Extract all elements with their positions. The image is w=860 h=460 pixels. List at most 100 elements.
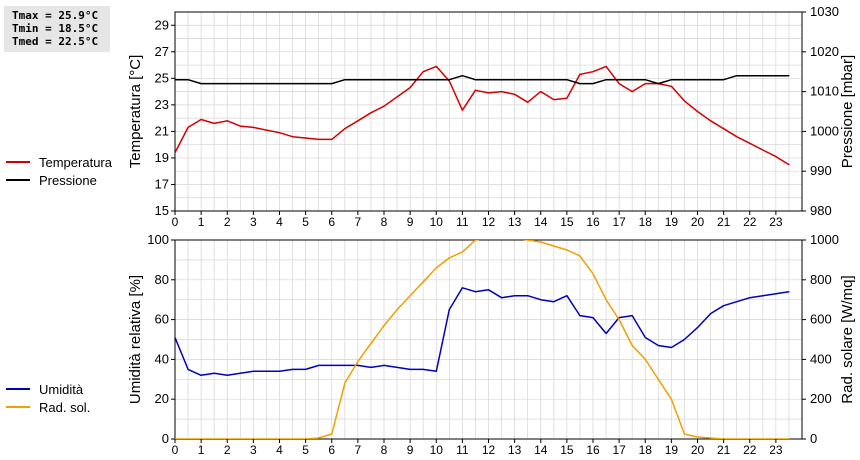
data-point xyxy=(631,315,633,317)
y-left-tick-label: 100 xyxy=(147,232,169,247)
data-point xyxy=(265,370,268,372)
data-point xyxy=(514,237,515,238)
data-point xyxy=(175,438,176,439)
legend-item-pressure: Pressione xyxy=(6,171,112,189)
data-point xyxy=(788,438,790,439)
x-tick-label: 18 xyxy=(639,215,653,229)
data-point xyxy=(788,75,790,77)
data-point xyxy=(396,79,398,81)
x-tick-label: 5 xyxy=(302,215,309,229)
data-point xyxy=(566,79,568,81)
data-point xyxy=(409,79,411,81)
data-point xyxy=(175,79,176,81)
data-point xyxy=(474,89,477,91)
data-point xyxy=(383,105,385,107)
series-line xyxy=(175,240,789,439)
data-point xyxy=(278,132,281,134)
data-point xyxy=(187,126,189,129)
data-point xyxy=(487,92,490,94)
data-point xyxy=(370,366,372,368)
data-point xyxy=(396,96,398,98)
x-tick-label: 12 xyxy=(482,443,496,457)
x-tick-label: 15 xyxy=(560,443,574,457)
data-point xyxy=(618,79,620,81)
data-point xyxy=(696,79,699,81)
data-point xyxy=(657,83,659,85)
x-tick-label: 22 xyxy=(743,215,757,229)
data-point xyxy=(579,83,581,85)
data-point xyxy=(775,293,777,295)
data-point xyxy=(670,346,672,349)
data-point xyxy=(670,85,672,87)
y-right-axis-label: Pressione [mbar] xyxy=(839,55,856,168)
data-point xyxy=(344,364,346,366)
data-point xyxy=(291,368,294,370)
legend-item-humidity: Umidità xyxy=(6,380,90,398)
data-point xyxy=(749,142,751,144)
data-point xyxy=(527,295,529,297)
y-right-tick-label: 1000 xyxy=(810,123,839,138)
data-point xyxy=(579,255,581,257)
x-tick-label: 14 xyxy=(534,215,548,229)
data-point xyxy=(448,79,450,81)
x-tick-label: 15 xyxy=(560,215,574,229)
data-point xyxy=(618,319,620,321)
x-tick-label: 11 xyxy=(456,215,469,229)
data-point xyxy=(331,364,333,366)
x-tick-label: 1 xyxy=(198,443,205,457)
series-umidit- xyxy=(175,287,790,377)
data-point xyxy=(527,240,529,241)
data-point xyxy=(239,372,241,374)
y-right-tick-label: 200 xyxy=(810,391,832,406)
y-left-tick-label: 15 xyxy=(155,203,169,218)
data-point xyxy=(213,372,215,374)
data-point xyxy=(474,79,477,81)
data-point xyxy=(187,79,189,81)
data-point xyxy=(723,128,725,130)
data-point xyxy=(213,83,215,85)
y-left-tick-label: 80 xyxy=(155,272,169,287)
data-point xyxy=(305,368,307,370)
y-left-axis-label: Temperatura [°C] xyxy=(127,55,144,169)
y-right-tick-label: 1030 xyxy=(810,4,839,19)
data-point xyxy=(226,120,228,122)
data-point xyxy=(357,120,359,122)
legend-label-temperature: Temperatura xyxy=(39,154,112,170)
x-tick-label: 6 xyxy=(328,443,335,457)
data-point xyxy=(291,136,294,138)
data-point xyxy=(461,251,463,253)
data-point xyxy=(670,79,672,81)
data-point xyxy=(318,83,320,85)
data-point xyxy=(239,83,241,85)
data-point xyxy=(657,344,659,347)
data-point xyxy=(709,79,712,81)
x-tick-label: 1 xyxy=(198,215,205,229)
x-tick-label: 8 xyxy=(381,443,388,457)
x-tick-label: 3 xyxy=(250,443,257,457)
data-point xyxy=(631,79,633,81)
data-point xyxy=(788,163,790,166)
data-point xyxy=(409,368,411,370)
x-tick-label: 12 xyxy=(482,215,496,229)
x-tick-label: 9 xyxy=(407,215,414,229)
y-left-axis-label: Umidità relativa [%] xyxy=(127,275,144,404)
data-point xyxy=(200,118,202,121)
data-point xyxy=(775,438,777,439)
data-point xyxy=(723,305,725,307)
data-point xyxy=(305,438,307,439)
x-tick-label: 17 xyxy=(612,215,626,229)
x-tick-label: 17 xyxy=(612,443,626,457)
data-point xyxy=(500,297,503,299)
data-point xyxy=(553,245,555,247)
x-tick-label: 2 xyxy=(224,215,231,229)
x-tick-label: 6 xyxy=(328,215,335,229)
data-point xyxy=(370,112,372,114)
x-tick-label: 0 xyxy=(172,443,179,457)
data-point xyxy=(775,156,777,158)
y-right-tick-label: 0 xyxy=(810,431,817,446)
data-point xyxy=(344,128,346,130)
data-point xyxy=(396,366,398,368)
data-point xyxy=(553,301,555,303)
x-tick-label: 13 xyxy=(508,443,522,457)
